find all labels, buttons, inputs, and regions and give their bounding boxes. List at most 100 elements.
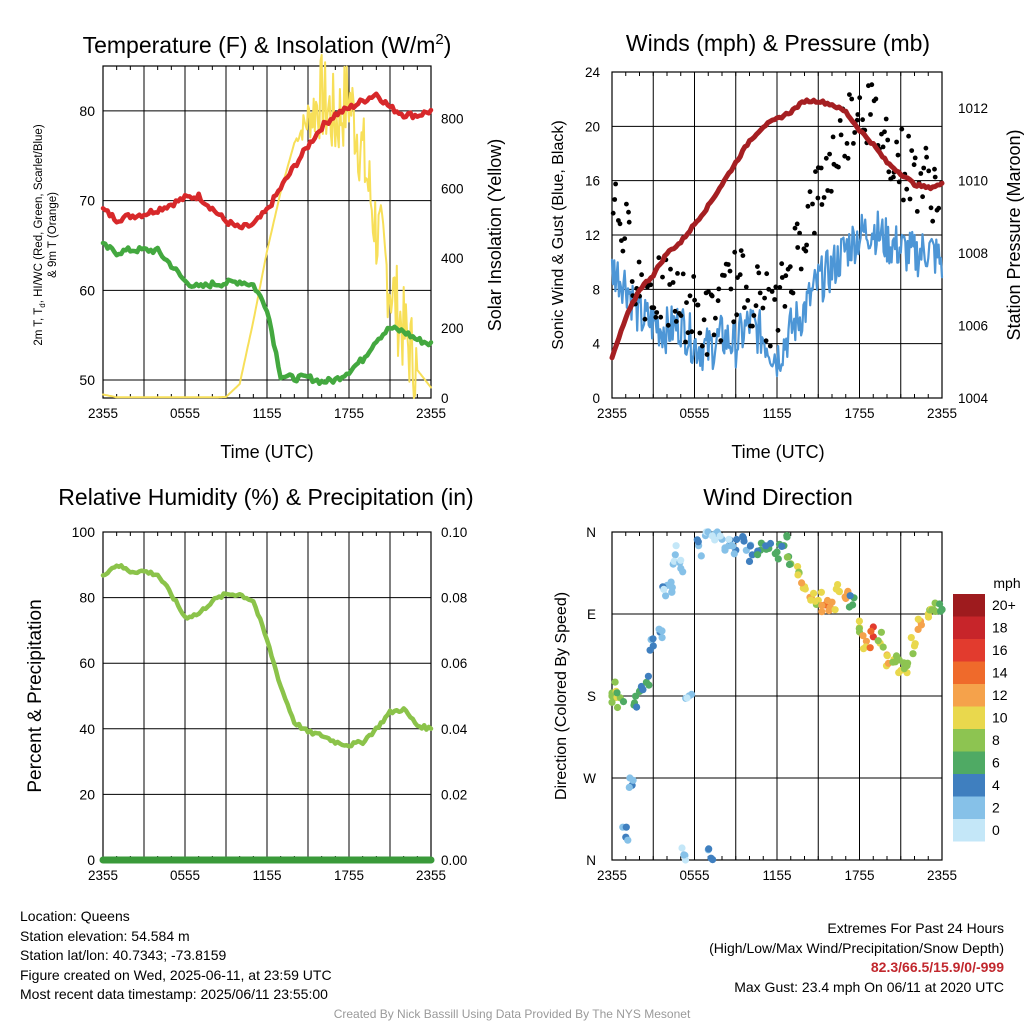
gust-point [742, 305, 747, 310]
x-tick-label: 0555 [170, 868, 200, 883]
y-right-tick-label: 400 [441, 251, 464, 266]
gust-point [783, 273, 789, 279]
x-tick-label: 2355 [88, 868, 118, 883]
direction-point [633, 703, 641, 711]
gust-point [704, 352, 710, 357]
x-tick-label: 2355 [88, 406, 118, 421]
direction-point [785, 560, 794, 569]
direction-point [783, 553, 792, 561]
y-right-tick-label: 0.00 [441, 853, 467, 868]
gust-point [930, 218, 936, 224]
legend-label: 14 [992, 665, 1008, 681]
gust-point [855, 112, 861, 117]
gust-point [769, 289, 775, 294]
direction-point [679, 568, 687, 576]
y-right-tick-label: 0.02 [441, 787, 467, 802]
gust-point [936, 205, 942, 211]
gust-point [830, 134, 836, 140]
x-tick-label: 2355 [597, 868, 627, 883]
speed-legend-title: mph [993, 575, 1020, 591]
y-tick-label: 20 [585, 119, 600, 134]
gust-point [728, 286, 734, 292]
direction-point [672, 542, 680, 550]
gust-point [626, 209, 631, 215]
credit-line: Created By Nick Bassill Using Data Provi… [333, 1007, 691, 1021]
gust-point [782, 304, 788, 309]
direction-point [632, 692, 640, 700]
direction-point [730, 550, 738, 558]
gust-point [886, 169, 892, 175]
footer-station-info: Location: Queens Station elevation: 54.5… [20, 907, 332, 1005]
direction-point [794, 563, 802, 571]
direction-point [645, 681, 653, 689]
direction-point [817, 588, 826, 596]
direction-point [831, 606, 839, 614]
direction-point [832, 585, 840, 593]
gust-point [894, 139, 899, 145]
direction-point [613, 703, 622, 712]
gust-point [654, 310, 660, 315]
gust-point [854, 117, 860, 123]
direction-point [619, 698, 628, 706]
direction-point [729, 542, 737, 550]
humidity-title: Relative Humidity (%) & Precipitation (i… [58, 484, 473, 510]
x-tick-label: 2355 [927, 868, 957, 883]
gust-point [815, 195, 821, 201]
gust-point [731, 319, 737, 325]
humidity-panel: Relative Humidity (%) & Precipitation (i… [25, 484, 474, 883]
direction-point [613, 689, 621, 697]
gust-point [738, 248, 744, 254]
sonic-wind-line [610, 210, 944, 378]
direction-point [746, 542, 755, 550]
y-right-tick-label: 0.10 [441, 525, 467, 540]
y-tick-label: 4 [592, 337, 600, 352]
x-tick-label: 0555 [679, 868, 709, 883]
gust-point [691, 274, 697, 279]
gust-point [722, 273, 727, 278]
direction-point [783, 532, 791, 540]
legend-label: 10 [992, 710, 1008, 726]
gust-point [807, 189, 813, 195]
legend-swatch [953, 594, 985, 617]
gust-point [620, 248, 626, 254]
gust-point [762, 295, 767, 301]
y-tick-label: N [586, 853, 596, 868]
gust-point [792, 225, 798, 231]
gust-point [760, 305, 766, 311]
gust-point [755, 264, 760, 269]
direction-point [931, 607, 940, 616]
direction-point [662, 592, 670, 600]
y-tick-label: 8 [592, 282, 600, 297]
direction-point [644, 672, 653, 680]
gust-point [891, 174, 896, 180]
y-tick-label: E [587, 607, 596, 622]
max-gust: Max Gust: 23.4 mph On 06/11 at 2020 UTC [734, 978, 1004, 995]
gust-point [737, 272, 743, 278]
gust-point [699, 343, 705, 349]
gust-point [732, 249, 738, 255]
gust-point [882, 129, 887, 135]
x-tick-label: 1155 [762, 868, 791, 883]
y-tick-label: 60 [79, 655, 95, 671]
gust-point [847, 92, 852, 97]
direction-point [924, 613, 933, 621]
direction-point [859, 645, 868, 653]
y-right-tick-label: 1010 [958, 174, 988, 189]
legend-label: 2 [992, 800, 1000, 816]
pressure-line [609, 97, 945, 361]
direction-point [794, 571, 802, 579]
direction-point [810, 589, 818, 597]
direction-point [771, 550, 779, 558]
gust-point [756, 270, 762, 276]
gust-point [680, 271, 686, 277]
gust-point [880, 144, 886, 150]
gust-point [665, 322, 671, 328]
humidity-line [100, 563, 434, 749]
gust-point [828, 188, 834, 194]
y-right-tick-label: 0.06 [441, 656, 467, 671]
winds-panel: Winds (mph) & Pressure (mb) 2355 0555 1155… [550, 30, 1024, 462]
direction-point [697, 552, 705, 560]
gust-point [613, 181, 618, 187]
